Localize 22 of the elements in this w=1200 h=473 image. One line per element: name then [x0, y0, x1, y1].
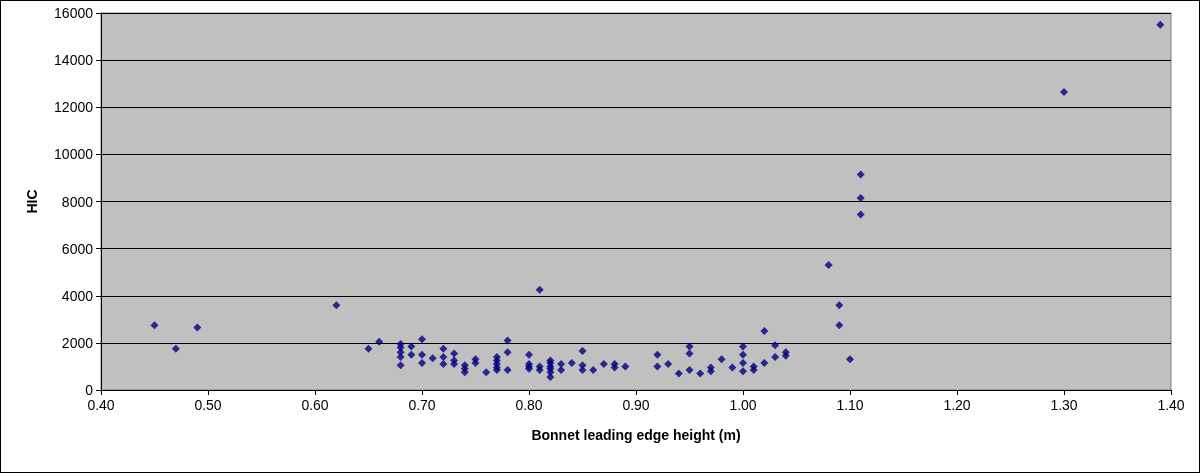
x-axis-title: Bonnet leading edge height (m): [531, 427, 741, 443]
x-tick-label: 1.10: [836, 397, 864, 413]
x-tick-label: 0.90: [622, 397, 650, 413]
y-tick-label: 14000: [54, 52, 94, 69]
y-tick-label: 8000: [61, 193, 94, 210]
x-tick-label: 0.80: [515, 397, 543, 413]
y-tick-label: 0: [85, 382, 94, 398]
y-tick-label: 4000: [61, 287, 94, 304]
y-tick-label: 6000: [61, 240, 94, 257]
x-tick-label: 1.00: [729, 397, 757, 413]
y-tick-label: 16000: [54, 5, 94, 21]
y-tick-label: 2000: [61, 334, 94, 351]
x-tick-label: 1.20: [943, 397, 971, 413]
x-tick-label: 1.40: [1157, 397, 1185, 413]
x-tick-label: 0.70: [408, 397, 436, 413]
y-axis-title: HIC: [24, 189, 40, 214]
y-tick-label: 10000: [54, 146, 94, 163]
x-tick-label: 0.40: [87, 397, 115, 413]
x-tick-label: 0.50: [194, 397, 222, 413]
y-tick-label: 12000: [54, 99, 94, 116]
x-tick-label: 0.60: [301, 397, 329, 413]
x-tick-label: 1.30: [1050, 397, 1078, 413]
